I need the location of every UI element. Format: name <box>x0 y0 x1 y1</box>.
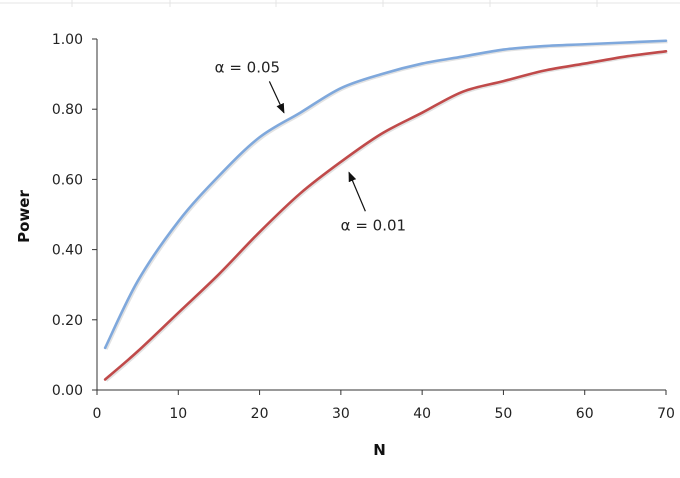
annotation-arrow <box>348 171 366 212</box>
y-tick-label: 0.40 <box>52 243 83 259</box>
x-tick-label: 0 <box>93 406 102 422</box>
y-tick-label: 0.60 <box>52 172 83 188</box>
x-tick-label: 40 <box>413 406 431 422</box>
axes <box>96 39 666 391</box>
annotations: α = 0.05 α = 0.01 <box>215 58 406 234</box>
y-tick-label: 0.20 <box>52 313 83 329</box>
x-tick-label: 50 <box>495 406 513 422</box>
x-tick-label: 20 <box>251 406 269 422</box>
annotation-label: α = 0.01 <box>341 216 406 234</box>
y-tick-label: 1.00 <box>52 32 83 48</box>
x-tick-label: 30 <box>332 406 350 422</box>
ticks: 0 10 20 30 40 50 60 70 0.00 0.20 0.40 0.60 0.80 1.00 <box>52 32 675 422</box>
series-layer <box>103 39 668 382</box>
x-tick-label: 70 <box>657 406 675 422</box>
y-tick-label: 0.00 <box>52 383 83 399</box>
y-tick-label: 0.80 <box>52 102 83 118</box>
series-line-0 <box>103 39 668 350</box>
series-shadow-1 <box>105 51 668 382</box>
x-axis-title: N <box>373 441 386 459</box>
series-shadow-0 <box>105 41 668 350</box>
annotation-arrow <box>268 81 285 114</box>
annotation-label: α = 0.05 <box>215 58 280 76</box>
x-tick-label: 60 <box>576 406 594 422</box>
x-tick-label: 10 <box>169 406 187 422</box>
series-line-1 <box>103 49 668 381</box>
top-border-strip <box>0 0 680 7</box>
y-axis-title: Power <box>15 190 33 243</box>
